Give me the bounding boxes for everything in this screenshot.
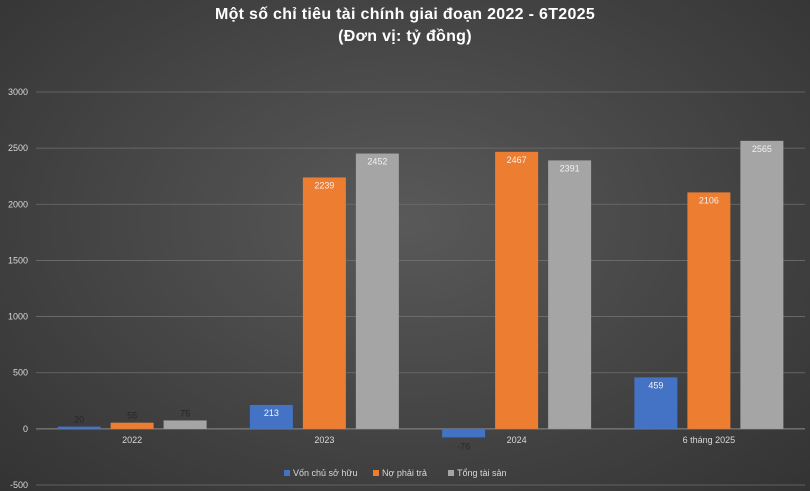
data-label: 20 xyxy=(74,415,84,425)
bar-2-3 xyxy=(495,151,539,429)
bar-3-4 xyxy=(740,140,784,429)
legend-label: Tổng tài sản xyxy=(457,468,507,478)
data-label: 2467 xyxy=(507,155,527,165)
bar-3-2 xyxy=(355,153,399,429)
data-label: 2452 xyxy=(367,157,387,167)
data-label: 2239 xyxy=(314,180,334,190)
data-label: 459 xyxy=(648,380,663,390)
legend-swatch xyxy=(373,470,379,476)
y-tick-label: -500 xyxy=(10,480,28,490)
data-label: 75 xyxy=(180,408,190,418)
legend-label: Nợ phải trả xyxy=(382,468,427,478)
y-tick-label: 1000 xyxy=(8,312,28,322)
bar-3-1 xyxy=(163,420,207,429)
y-tick-label: 1500 xyxy=(8,255,28,265)
chart-title: Một số chỉ tiêu tài chính giai đoạn 2022… xyxy=(214,6,596,23)
data-label: 55 xyxy=(127,411,137,421)
bar-3-3 xyxy=(548,160,592,429)
bar-1-3 xyxy=(442,428,486,438)
x-tick-label: 2022 xyxy=(122,435,142,445)
x-tick-label: 2023 xyxy=(314,435,334,445)
bar-2-1 xyxy=(110,422,154,429)
legend-swatch xyxy=(448,470,454,476)
y-tick-label: 2000 xyxy=(8,199,28,209)
bar-1-4 xyxy=(634,377,678,429)
chart-subtitle: (Đơn vị: tỷ đồng) xyxy=(338,28,472,45)
data-label: 213 xyxy=(264,408,279,418)
y-tick-label: 0 xyxy=(23,424,28,434)
legend-label: Vốn chủ sở hữu xyxy=(293,468,357,478)
bar-1-1 xyxy=(57,426,101,429)
data-label: -76 xyxy=(457,441,470,451)
y-tick-label: 3000 xyxy=(8,87,28,97)
data-label: 2106 xyxy=(699,195,719,205)
y-tick-label: 2500 xyxy=(8,143,28,153)
data-label: 2391 xyxy=(560,163,580,173)
y-tick-label: 500 xyxy=(13,368,28,378)
data-label: 2565 xyxy=(752,144,772,154)
bar-1-2 xyxy=(249,404,293,429)
legend-swatch xyxy=(284,470,290,476)
x-tick-label: 2024 xyxy=(507,435,527,445)
x-tick-label: 6 tháng 2025 xyxy=(683,435,736,445)
bar-2-4 xyxy=(687,192,731,429)
bar-2-2 xyxy=(302,177,346,429)
